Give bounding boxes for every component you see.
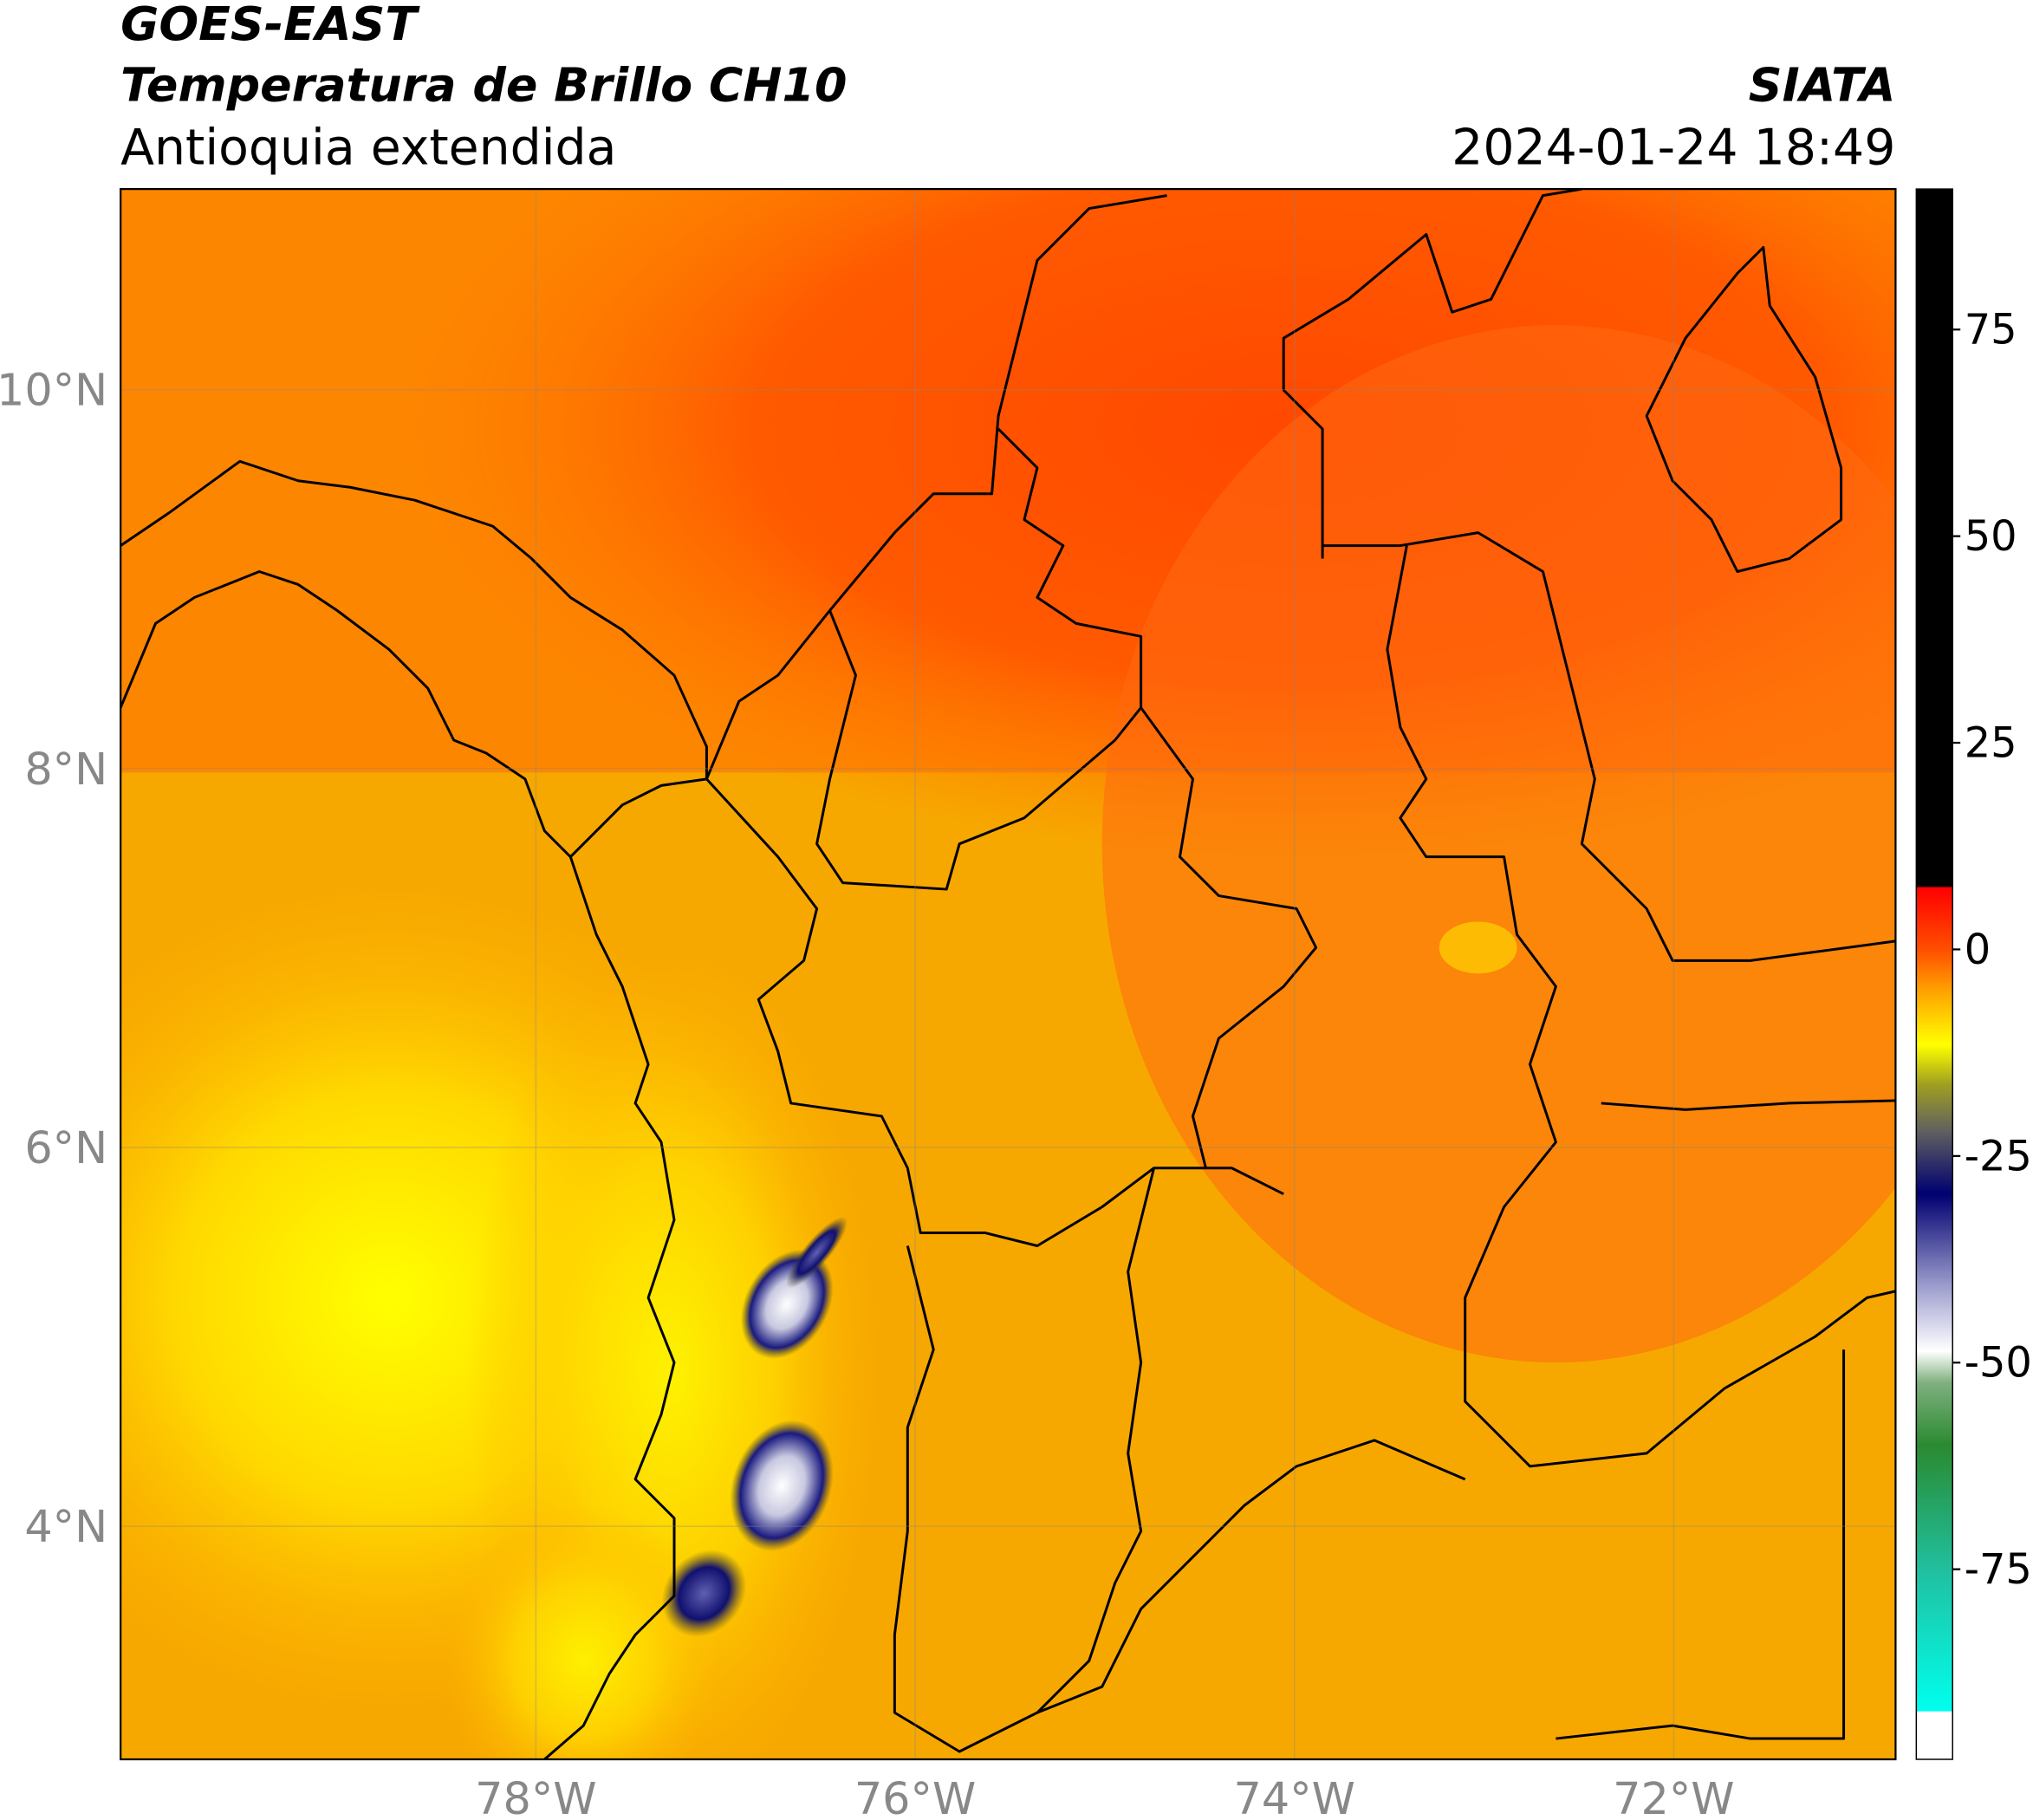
- colorbar-tick-label: -50: [1965, 1340, 2032, 1388]
- lat-tick-label: 6°N: [24, 1122, 107, 1173]
- agency: SIATA: [1749, 57, 1896, 112]
- colorbar-tick-label: -25: [1965, 1133, 2032, 1180]
- lat-tick-label: 4°N: [24, 1501, 107, 1552]
- datetime: 2024-01-24 18:49: [1452, 120, 1895, 177]
- lon-tick-label: 72°W: [1613, 1773, 1734, 1820]
- map-frame: [120, 188, 1897, 1761]
- lat-tick-label: 8°N: [24, 744, 107, 795]
- lon-tick-label: 76°W: [854, 1773, 976, 1820]
- graticule: [120, 189, 1896, 1759]
- colorbar-tick-label: 0: [1965, 926, 1991, 974]
- colorbar-tick-label: 75: [1965, 307, 2017, 354]
- colorbar: [1915, 188, 1953, 1760]
- colorbar-tick-label: -75: [1965, 1546, 2032, 1594]
- colorbar-tick-label: 50: [1965, 513, 2017, 561]
- lon-tick-label: 74°W: [1233, 1773, 1354, 1820]
- coastlines: [120, 189, 1896, 1759]
- title-line2: Temperatura de Brillo CH10: [120, 57, 847, 112]
- title-line1: GOES-EAST: [120, 0, 420, 51]
- colorbar-tick-label: 25: [1965, 720, 2017, 768]
- lon-tick-label: 78°W: [475, 1773, 596, 1820]
- lat-tick-label: 10°N: [0, 365, 107, 416]
- subtitle: Antioquia extendida: [120, 120, 616, 177]
